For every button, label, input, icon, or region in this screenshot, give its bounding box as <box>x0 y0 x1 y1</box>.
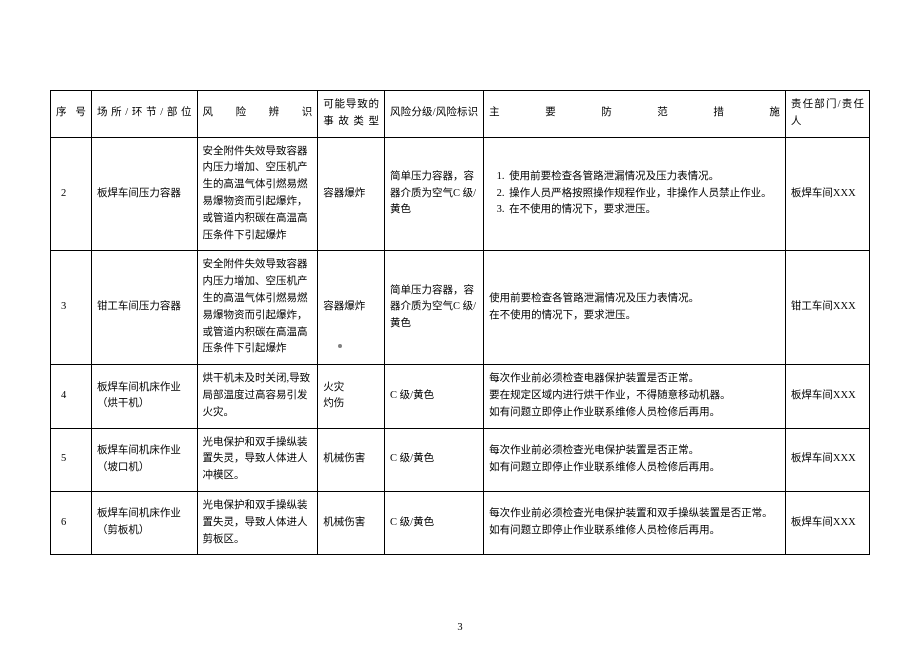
table-row: 3钳工车间压力容器安全附件失效导致容器内压力增加、空压机产生的高温气体引燃易燃易… <box>51 251 870 365</box>
cell-accident: 火灾灼伤 <box>318 365 385 428</box>
cell-measure: 使用前要检查各管路泄漏情况及压力表情况。操作人员严格按照操作规程作业，非操作人员… <box>484 137 786 251</box>
table-row: 2板焊车间压力容器安全附件失效导致容器内压力增加、空压机产生的高温气体引燃易燃易… <box>51 137 870 251</box>
cell-place: 板焊车间机床作业（烘干机） <box>91 365 197 428</box>
cell-measure: 每次作业前必须检查光电保护装置和双手操纵装置是否正常。如有问题立即停止作业联系维… <box>484 491 786 554</box>
table-row: 4板焊车间机床作业（烘干机）烘干机未及时关闭,导致局部温度过高容易引发火灾。火灾… <box>51 365 870 428</box>
cell-seq: 2 <box>51 137 92 251</box>
cell-resp: 板焊车间XXX <box>785 137 869 251</box>
cell-level: C 级/黄色 <box>385 365 484 428</box>
cell-resp: 板焊车间XXX <box>785 491 869 554</box>
cell-risk-id: 安全附件失效导致容器内压力增加、空压机产生的高温气体引燃易燃易爆物资而引起爆炸，… <box>197 251 318 365</box>
cell-level: 简单压力容器，容器介质为空气C 级/黄色 <box>385 251 484 365</box>
cell-seq: 4 <box>51 365 92 428</box>
watermark-dot <box>338 344 342 348</box>
cell-level: C 级/黄色 <box>385 428 484 491</box>
cell-accident: 机械伤害 <box>318 428 385 491</box>
cell-level: 简单压力容器，容器介质为空气C 级/黄色 <box>385 137 484 251</box>
col-accident: 可能导致的事故类型 <box>318 91 385 138</box>
cell-resp: 钳工车间XXX <box>785 251 869 365</box>
cell-risk-id: 光电保护和双手操纵装置失灵，导致人体进人剪板区。 <box>197 491 318 554</box>
table-row: 6板焊车间机床作业（剪板机）光电保护和双手操纵装置失灵，导致人体进人剪板区。机械… <box>51 491 870 554</box>
col-measure: 主要防范措施 <box>484 91 786 138</box>
cell-resp: 板焊车间XXX <box>785 428 869 491</box>
table-header-row: 序号 场所/环节/部位 风险辨识 可能导致的事故类型 风险分级/风险标识 主要防… <box>51 91 870 138</box>
cell-accident: 机械伤害 <box>318 491 385 554</box>
cell-place: 板焊车间机床作业（剪板机） <box>91 491 197 554</box>
col-risk-id: 风险辨识 <box>197 91 318 138</box>
col-place: 场所/环节/部位 <box>91 91 197 138</box>
risk-table: 序号 场所/环节/部位 风险辨识 可能导致的事故类型 风险分级/风险标识 主要防… <box>50 90 870 555</box>
col-seq: 序号 <box>51 91 92 138</box>
col-level: 风险分级/风险标识 <box>385 91 484 138</box>
cell-place: 板焊车间压力容器 <box>91 137 197 251</box>
table-row: 5板焊车间机床作业（坡口机）光电保护和双手操纵装置失灵，导致人体进人冲模区。机械… <box>51 428 870 491</box>
table-body: 2板焊车间压力容器安全附件失效导致容器内压力增加、空压机产生的高温气体引燃易燃易… <box>51 137 870 555</box>
cell-seq: 6 <box>51 491 92 554</box>
cell-measure: 每次作业前必须检查光电保护装置是否正常。如有问题立即停止作业联系维修人员检修后再… <box>484 428 786 491</box>
cell-seq: 5 <box>51 428 92 491</box>
page-number: 3 <box>0 622 920 633</box>
col-resp: 责任部门/责任人 <box>785 91 869 138</box>
cell-risk-id: 烘干机未及时关闭,导致局部温度过高容易引发火灾。 <box>197 365 318 428</box>
cell-accident: 容器爆炸 <box>318 137 385 251</box>
cell-place: 板焊车间机床作业（坡口机） <box>91 428 197 491</box>
cell-risk-id: 安全附件失效导致容器内压力增加、空压机产生的高温气体引燃易燃易爆物资而引起爆炸，… <box>197 137 318 251</box>
cell-level: C 级/黄色 <box>385 491 484 554</box>
cell-resp: 板焊车间XXX <box>785 365 869 428</box>
cell-place: 钳工车间压力容器 <box>91 251 197 365</box>
cell-measure: 使用前要检查各管路泄漏情况及压力表情况。在不使用的情况下，要求泄压。 <box>484 251 786 365</box>
cell-seq: 3 <box>51 251 92 365</box>
cell-measure: 每次作业前必须检查电器保护装置是否正常。要在规定区域内进行烘干作业，不得随意移动… <box>484 365 786 428</box>
cell-risk-id: 光电保护和双手操纵装置失灵，导致人体进人冲模区。 <box>197 428 318 491</box>
cell-accident: 容器爆炸 <box>318 251 385 365</box>
